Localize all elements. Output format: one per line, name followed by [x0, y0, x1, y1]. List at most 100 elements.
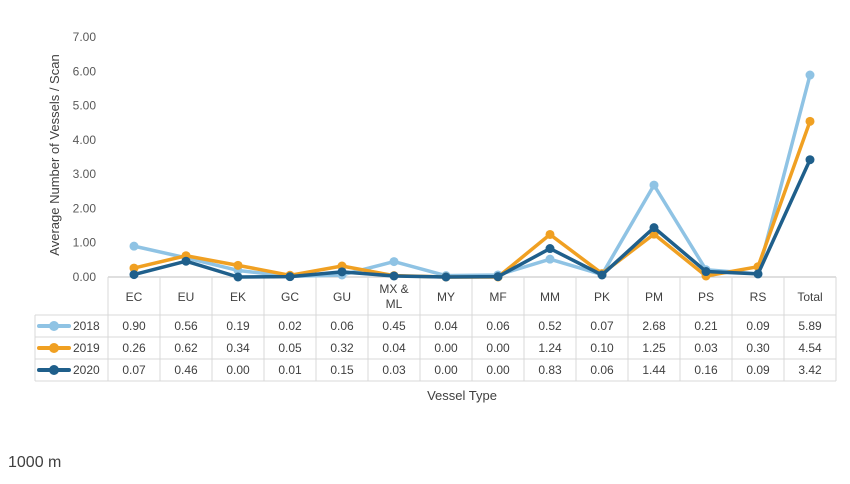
data-point-2018: [389, 257, 399, 267]
data-point-2019: [545, 229, 555, 239]
category-label: PS: [698, 290, 714, 304]
table-cell-2019: 0.34: [226, 341, 250, 355]
data-point-2020: [597, 270, 607, 280]
table-cell-2020: 0.16: [694, 363, 718, 377]
y-axis-title: Average Number of Vessels / Scan: [47, 54, 62, 255]
data-point-2020: [129, 270, 139, 280]
y-tick-label: 1.00: [73, 236, 97, 250]
data-point-2018: [805, 70, 815, 80]
category-label: Total: [797, 290, 822, 304]
table-cell-2020: 0.03: [382, 363, 406, 377]
table-cell-2018: 2.68: [642, 319, 666, 333]
data-point-2020: [389, 271, 399, 281]
table-cell-2018: 0.06: [486, 319, 510, 333]
data-point-2020: [233, 272, 243, 282]
table-cell-2019: 0.03: [694, 341, 718, 355]
category-label: MX & ML: [379, 282, 408, 311]
legend-marker-2020: [49, 365, 59, 375]
y-tick-label: 2.00: [73, 201, 97, 215]
table-cell-2020: 1.44: [642, 363, 666, 377]
depth-caption: 1000 m: [8, 454, 62, 471]
y-tick-label: 5.00: [73, 99, 97, 113]
data-point-2020: [285, 272, 295, 282]
category-label: PK: [594, 290, 610, 304]
legend-label-2019: 2019: [73, 341, 100, 355]
table-cell-2018: 0.90: [122, 319, 146, 333]
table-cell-2020: 0.09: [746, 363, 770, 377]
table-cell-2019: 4.54: [798, 341, 822, 355]
table-cell-2020: 0.00: [434, 363, 458, 377]
data-point-2020: [753, 269, 763, 279]
table-cell-2019: 0.00: [434, 341, 458, 355]
table-cell-2019: 1.24: [538, 341, 562, 355]
data-point-2019: [233, 260, 243, 270]
table-cell-2018: 0.56: [174, 319, 198, 333]
y-tick-label: 6.00: [73, 64, 97, 78]
table-cell-2018: 0.07: [590, 319, 614, 333]
table-cell-2020: 0.01: [278, 363, 302, 377]
category-label: RS: [750, 290, 767, 304]
legend-label-2018: 2018: [73, 319, 100, 333]
legend-label-2020: 2020: [73, 363, 100, 377]
table-cell-2020: 0.07: [122, 363, 146, 377]
legend-marker-2019: [49, 343, 59, 353]
data-point-2020: [441, 272, 451, 282]
table-cell-2019: 0.04: [382, 341, 406, 355]
table-cell-2019: 0.26: [122, 341, 146, 355]
data-point-2020: [545, 244, 555, 254]
y-tick-label: 4.00: [73, 133, 97, 147]
series-line-2020: [132, 157, 812, 279]
data-point-2020: [701, 267, 711, 277]
category-label: EC: [126, 290, 143, 304]
category-label: MM: [540, 290, 560, 304]
category-label: GU: [333, 290, 351, 304]
table-cell-2018: 0.45: [382, 319, 406, 333]
table-cell-2020: 0.06: [590, 363, 614, 377]
data-point-2020: [337, 267, 347, 277]
category-label: MF: [489, 290, 506, 304]
table-cell-2019: 1.25: [642, 341, 666, 355]
y-tick-label: 3.00: [73, 167, 97, 181]
table-cell-2020: 3.42: [798, 363, 822, 377]
x-axis-title: Vessel Type: [427, 388, 497, 403]
category-label: EU: [178, 290, 195, 304]
y-tick-label: 7.00: [73, 30, 97, 44]
table-cell-2019: 0.05: [278, 341, 302, 355]
table-cell-2020: 0.00: [226, 363, 250, 377]
data-point-2018: [129, 241, 139, 251]
data-point-2020: [649, 223, 659, 233]
data-point-2019: [805, 116, 815, 126]
table-cell-2019: 0.32: [330, 341, 354, 355]
table-cell-2018: 0.21: [694, 319, 718, 333]
y-tick-label: 0.00: [73, 270, 97, 284]
table-cell-2018: 0.19: [226, 319, 250, 333]
category-label: GC: [281, 290, 299, 304]
table-cell-2019: 0.62: [174, 341, 198, 355]
data-point-2020: [805, 155, 815, 165]
category-label: PM: [645, 290, 663, 304]
table-cell-2020: 0.15: [330, 363, 354, 377]
table-cell-2018: 0.02: [278, 319, 302, 333]
table-cell-2018: 0.06: [330, 319, 354, 333]
series-line-2019: [132, 119, 812, 279]
table-cell-2018: 5.89: [798, 319, 822, 333]
category-label: EK: [230, 290, 246, 304]
table-cell-2020: 0.00: [486, 363, 510, 377]
table-cell-2019: 0.00: [486, 341, 510, 355]
data-point-2018: [545, 254, 555, 264]
table-cell-2018: 0.52: [538, 319, 562, 333]
table-cell-2020: 0.83: [538, 363, 562, 377]
data-point-2020: [181, 256, 191, 266]
table-cell-2020: 0.46: [174, 363, 198, 377]
data-point-2018: [649, 180, 659, 190]
table-cell-2018: 0.04: [434, 319, 458, 333]
table-cell-2019: 0.10: [590, 341, 614, 355]
legend-marker-2018: [49, 321, 59, 331]
data-point-2020: [493, 272, 503, 282]
data-point-2019: [129, 263, 139, 273]
table-cell-2018: 0.09: [746, 319, 770, 333]
table-cell-2019: 0.30: [746, 341, 770, 355]
line-chart: 0.00 1.00 2.00 3.00 4.00 5.00 6.00 7.00 Average …: [34, 30, 837, 403]
series-line-2018: [132, 73, 812, 279]
category-label: MY: [437, 290, 455, 304]
